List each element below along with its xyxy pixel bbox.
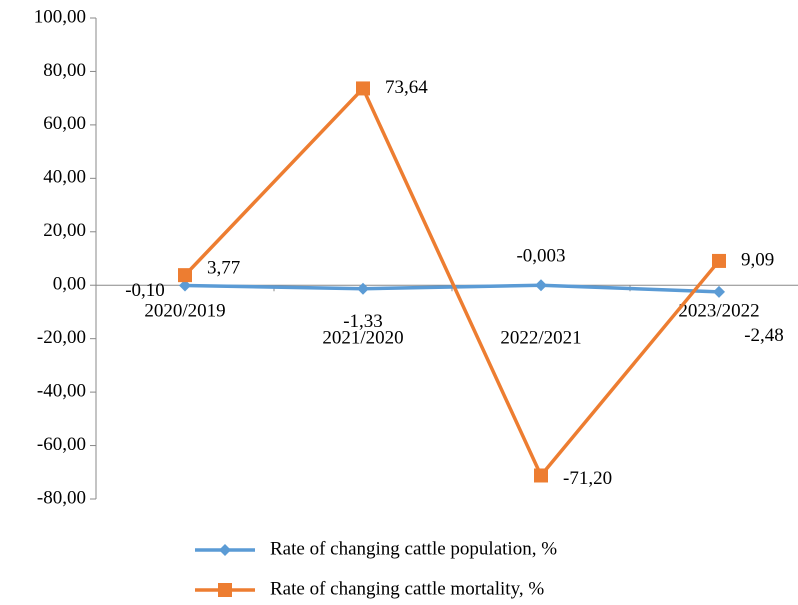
marker: [712, 253, 726, 268]
y-tick-label: -80,00: [37, 487, 86, 508]
legend-marker: [218, 583, 232, 597]
data-label: -0,10: [125, 280, 165, 301]
series-line: [183, 85, 721, 479]
marker: [179, 279, 191, 292]
y-tick-label: -20,00: [37, 327, 86, 348]
data-label: -71,20: [563, 468, 612, 489]
y-tick-label: 20,00: [43, 220, 86, 241]
marker: [534, 468, 548, 483]
marker: [356, 81, 370, 96]
x-tick-label: 2021/2020: [322, 328, 403, 349]
legend-label: Rate of changing cattle mortality, %: [270, 578, 544, 599]
data-label: -2,48: [744, 325, 784, 346]
y-tick-label: 0,00: [53, 274, 86, 295]
data-label: -0,003: [516, 246, 565, 267]
y-tick-label: 60,00: [43, 113, 86, 134]
legend-marker: [219, 544, 231, 556]
y-tick-label: -40,00: [37, 380, 86, 401]
y-tick-label: 80,00: [43, 60, 86, 81]
data-label: 73,64: [385, 77, 428, 98]
y-tick-label: -60,00: [37, 434, 86, 455]
data-label: 3,77: [207, 258, 240, 279]
y-tick-label: 40,00: [43, 167, 86, 188]
y-tick-label: 100,00: [34, 6, 86, 27]
marker: [713, 285, 725, 298]
x-tick-label: 2023/2022: [678, 301, 759, 322]
data-label: 9,09: [741, 249, 774, 270]
marker: [357, 282, 369, 295]
series-line: [184, 283, 720, 294]
x-tick-label: 2022/2021: [500, 328, 581, 349]
marker: [535, 279, 547, 292]
legend-label: Rate of changing cattle population, %: [270, 538, 557, 559]
marker: [178, 268, 192, 283]
data-label: -1,33: [343, 311, 383, 332]
x-tick-label: 2020/2019: [144, 301, 225, 322]
